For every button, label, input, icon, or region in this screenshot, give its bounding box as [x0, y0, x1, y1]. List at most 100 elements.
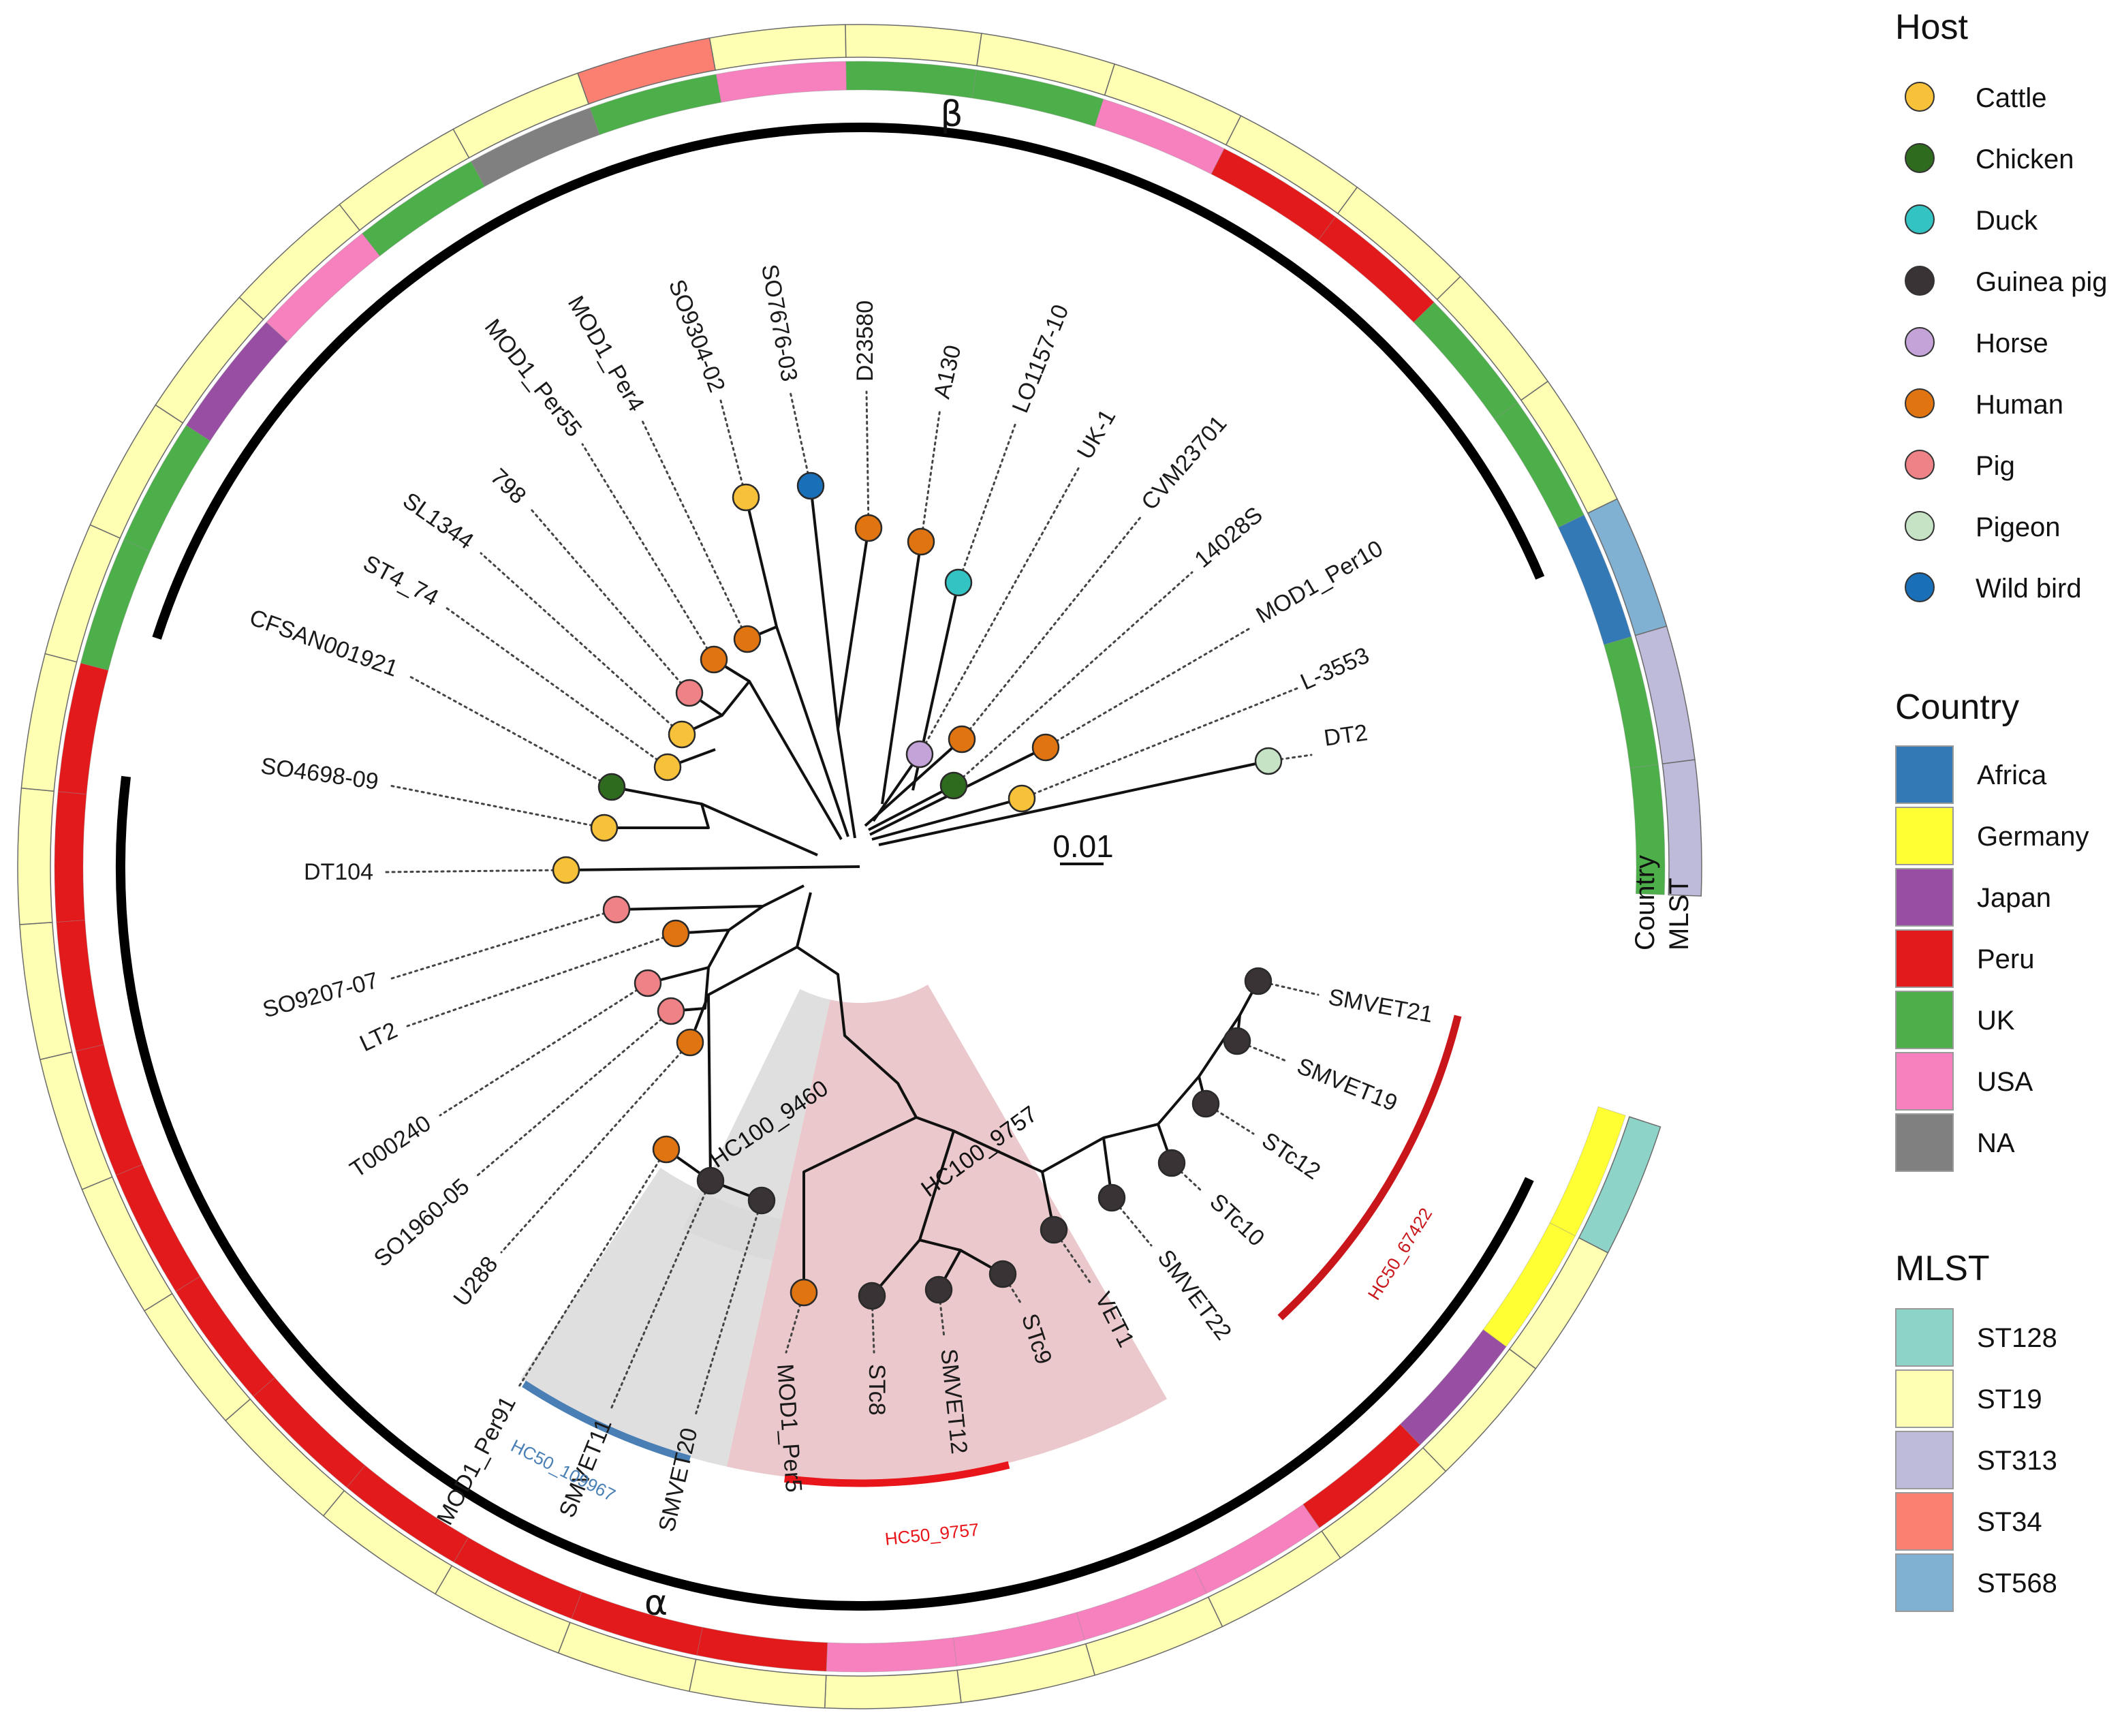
legend-item-duck: Duck: [1894, 191, 2122, 249]
tip-node-SO4698-09[interactable]: [590, 813, 619, 842]
leader-MOD1_Per55: [581, 443, 715, 661]
legend-label: Cattle: [1976, 83, 2047, 113]
tree-branches: [565, 485, 1269, 1297]
tip-node-SMVET11[interactable]: [696, 1166, 725, 1195]
tip-node-MOD1_Per5[interactable]: [790, 1278, 818, 1307]
leader-SMVET11: [609, 1179, 712, 1412]
country-cell-SMVET19: [571, 1591, 703, 1656]
legend-item-germany: Germany: [1895, 807, 2122, 865]
lineage-alpha-arc: [116, 775, 1534, 1611]
legend-label: ST568: [1977, 1568, 2057, 1598]
tip-node-LO1157-10[interactable]: [944, 568, 973, 597]
tip-node-D23580[interactable]: [854, 514, 883, 542]
country-cell-STc9: [115, 1164, 201, 1292]
tip-node-VET1[interactable]: [1040, 1215, 1068, 1244]
tip-node-A130[interactable]: [907, 527, 935, 556]
tip-node-LT2[interactable]: [661, 919, 690, 948]
tip-label-STc12: STc12: [1258, 1128, 1326, 1185]
tip-node-SMVET22[interactable]: [1097, 1183, 1126, 1212]
tip-label-U288: U288: [448, 1252, 503, 1311]
country-cell-ST4_74: [1094, 98, 1225, 175]
band-hc100-9757: [726, 985, 1167, 1481]
country-cell-LT2: [470, 107, 600, 187]
tip-label-SO4698-09: SO4698-09: [259, 753, 380, 795]
tip-label-SO9304-02: SO9304-02: [664, 276, 730, 396]
country-cell-CFSAN001921: [971, 69, 1104, 127]
legend-swatch: [1895, 1113, 1954, 1172]
tip-node-SMVET21[interactable]: [1244, 967, 1273, 995]
leader-DT104: [384, 869, 567, 873]
tip-node-L-3553[interactable]: [1008, 784, 1036, 813]
tip-node-SMVET19[interactable]: [1223, 1027, 1251, 1055]
mlst-cell-A130: [824, 1669, 962, 1709]
tip-node-798[interactable]: [675, 679, 704, 707]
legend-swatch: [1895, 1052, 1954, 1111]
tip-node-STc10[interactable]: [1157, 1149, 1186, 1177]
legend-label: UK: [1977, 1006, 2015, 1036]
tip-node-SMVET20[interactable]: [747, 1186, 776, 1215]
tip-label-SL1344: SL1344: [398, 488, 478, 555]
tip-node-DT104[interactable]: [552, 856, 580, 884]
tip-nodes: [552, 471, 1283, 1310]
hc50-arc-67422: [1277, 1014, 1462, 1320]
tip-node-U288[interactable]: [676, 1028, 704, 1057]
legend-swatch: [1895, 1553, 1954, 1612]
branch-12: [713, 658, 843, 841]
country-cell-STc8: [56, 919, 104, 1052]
legend-label: Peru: [1977, 944, 2035, 974]
tip-label-SO9207-07: SO9207-07: [260, 967, 381, 1023]
leader-SO7676-03: [789, 390, 812, 487]
tip-node-STc12[interactable]: [1191, 1089, 1220, 1118]
branch-27: [796, 946, 918, 1118]
tip-node-MOD1_Per91[interactable]: [652, 1135, 681, 1164]
legend-swatch: [1905, 82, 1935, 112]
tip-node-MOD1_Per10[interactable]: [1031, 733, 1060, 762]
branch-10: [745, 497, 849, 837]
tip-label-UK-1: UK-1: [1072, 405, 1121, 463]
tip-node-SO7676-03[interactable]: [796, 471, 825, 500]
leader-LO1157-10: [957, 420, 1018, 584]
tip-node-UK-1[interactable]: [905, 740, 934, 769]
legend-label: ST313: [1977, 1446, 2057, 1476]
lineage-beta-arc: [152, 123, 1545, 640]
legend-swatch: [1895, 1308, 1954, 1367]
tip-node-MOD1_Per55[interactable]: [700, 645, 728, 674]
tip-node-SO9207-07[interactable]: [602, 895, 631, 924]
tip-node-DT2[interactable]: [1254, 747, 1283, 775]
tip-node-ST4_74[interactable]: [653, 753, 682, 781]
tip-label-MOD1_Per4: MOD1_Per4: [563, 292, 649, 416]
country-cell-CVM23701: [1193, 1504, 1320, 1594]
country-cell-UK-1: [1076, 1567, 1207, 1641]
legend-label: Pigeon: [1976, 512, 2061, 542]
legend-label: ST34: [1977, 1507, 2042, 1537]
leader-MOD1_Per4: [640, 418, 749, 640]
tip-node-14028S[interactable]: [939, 771, 968, 800]
legend-item-uk: UK: [1895, 991, 2122, 1049]
hc50-arc-109967: [522, 1380, 691, 1463]
legend-label: Chicken: [1976, 144, 2074, 174]
leader-MOD1_Per91: [516, 1148, 668, 1390]
legend-item-wild-bird: Wild bird: [1894, 559, 2122, 617]
legend-item-st313: ST313: [1895, 1431, 2122, 1489]
tip-node-MOD1_Per4[interactable]: [733, 625, 762, 653]
tip-node-SMVET12[interactable]: [924, 1275, 953, 1304]
legend-swatch: [1905, 511, 1935, 541]
tip-node-CFSAN001921[interactable]: [597, 773, 626, 801]
tip-label-CVM23701: CVM23701: [1136, 411, 1232, 515]
leader-U288: [500, 1041, 691, 1254]
country-cell-STc12: [453, 1536, 582, 1619]
leader-SO9207-07: [388, 908, 618, 980]
tip-node-T000240[interactable]: [634, 969, 662, 997]
country-cell-SMVET11: [80, 539, 151, 671]
leader-A130: [920, 407, 941, 543]
tip-node-STc8[interactable]: [858, 1282, 886, 1310]
tip-node-CVM23701[interactable]: [948, 725, 976, 754]
legend-item-guinea-pig: Guinea pig: [1894, 252, 2122, 311]
tip-node-SO9304-02[interactable]: [732, 483, 760, 512]
country-cell-SMVET12: [75, 1044, 143, 1176]
tip-node-STc9[interactable]: [988, 1260, 1017, 1288]
tip-node-SO1960-05[interactable]: [657, 997, 685, 1025]
leader-LT2: [406, 932, 677, 1027]
tip-node-SL1344[interactable]: [668, 720, 696, 749]
